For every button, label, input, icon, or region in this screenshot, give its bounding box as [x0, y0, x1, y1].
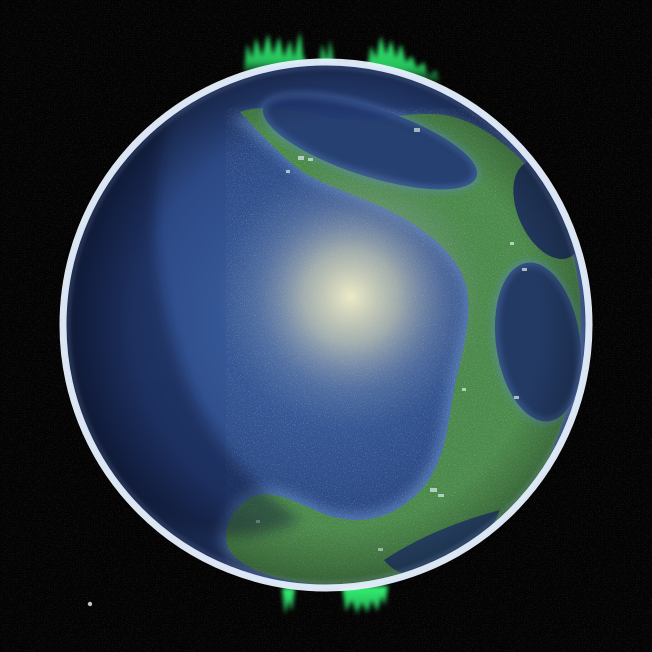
planet-globe-icon	[59, 58, 593, 592]
limb-shading	[63, 62, 589, 588]
star	[87, 601, 93, 607]
atmosphere-rim	[59, 58, 593, 592]
aurora-south-icon	[282, 586, 388, 616]
